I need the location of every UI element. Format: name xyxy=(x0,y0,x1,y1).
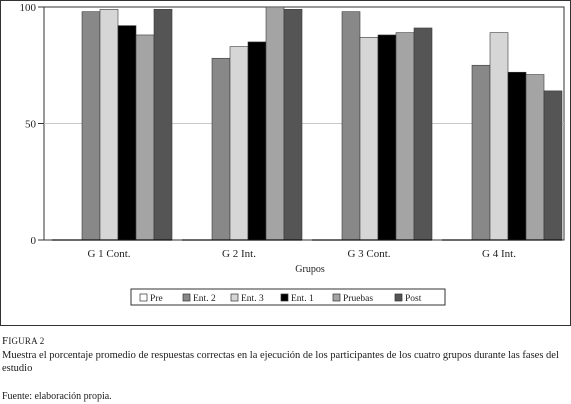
bar-ent3-3 xyxy=(489,32,509,241)
y-axis: 0 50 100 xyxy=(20,2,44,247)
bar-chart: 0 50 100 G 1 Cont. G 2 Int. G 3 Cont. G 4 Int… xyxy=(0,0,571,326)
caption-label-initial: F xyxy=(2,335,9,347)
bar-ent2-0 xyxy=(81,11,101,241)
caption-label-rest: IGURA 2 xyxy=(8,336,45,346)
x-category-label-0: G 1 Cont. xyxy=(87,248,130,260)
bar-pruebas-3 xyxy=(525,74,545,241)
bar-ent2-3 xyxy=(471,64,491,241)
bar-ent1-3 xyxy=(507,71,527,241)
legend-swatch-pruebas xyxy=(332,293,341,302)
source-note: Fuente: elaboración propia. xyxy=(2,391,112,402)
figure-frame: 0 50 100 G 1 Cont. G 2 Int. G 3 Cont. G 4 Int… xyxy=(0,0,571,326)
x-axis: G 1 Cont. G 2 Int. G 3 Cont. G 4 Int. xyxy=(52,239,562,260)
bar-ent3-2 xyxy=(359,36,379,241)
bar-pruebas-1 xyxy=(265,6,285,241)
legend-label-ent3: Ent. 3 xyxy=(241,294,264,304)
bar-post-0 xyxy=(153,9,173,241)
y-tick-label-50: 50 xyxy=(25,119,37,131)
x-axis-label: Grupos xyxy=(295,264,325,275)
y-tick-label-100: 100 xyxy=(20,2,37,14)
bar-post-3 xyxy=(543,90,563,241)
bar-ent2-1 xyxy=(211,57,231,241)
legend-swatch-post xyxy=(394,293,403,302)
bar-ent1-0 xyxy=(117,25,137,241)
legend-swatch-ent1 xyxy=(280,293,289,302)
caption-text: Muestra el porcentaje promedio de respue… xyxy=(2,350,559,374)
x-category-label-2: G 3 Cont. xyxy=(347,248,390,260)
x-category-label-3: G 4 Int. xyxy=(482,248,516,260)
y-tick-label-0: 0 xyxy=(31,235,37,247)
x-category-label-1: G 2 Int. xyxy=(222,248,256,260)
bar-ent1-1 xyxy=(247,41,267,241)
legend-swatch-ent2 xyxy=(182,293,191,302)
bar-post-2 xyxy=(413,27,433,241)
legend-label-ent1: Ent. 1 xyxy=(291,294,314,304)
bar-ent3-0 xyxy=(99,9,119,241)
figure-caption: FIGURA 2 Muestra el porcentaje promedio … xyxy=(2,335,567,375)
bar-post-1 xyxy=(283,9,303,241)
caption-label: FIGURA 2 xyxy=(2,335,567,348)
legend-swatch-pre xyxy=(139,293,148,302)
bars xyxy=(81,6,563,241)
legend-label-post: Post xyxy=(405,294,422,304)
legend-swatch-ent3 xyxy=(230,293,239,302)
legend-label-ent2: Ent. 2 xyxy=(193,294,216,304)
bar-pruebas-0 xyxy=(135,34,155,241)
bar-ent3-1 xyxy=(229,46,249,241)
legend-label-pruebas: Pruebas xyxy=(343,294,373,304)
legend-label-pre: Pre xyxy=(150,294,163,304)
bar-pruebas-2 xyxy=(395,32,415,241)
bar-ent1-2 xyxy=(377,34,397,241)
legend: Pre Ent. 2 Ent. 3 Ent. 1 Pruebas Post xyxy=(130,288,446,306)
bar-ent2-2 xyxy=(341,11,361,241)
